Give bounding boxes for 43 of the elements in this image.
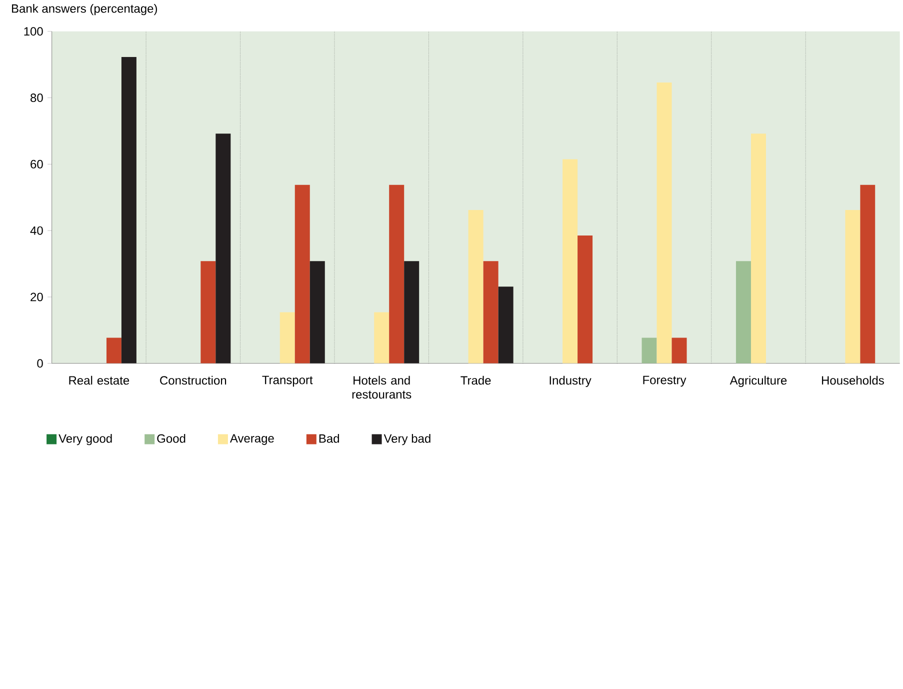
bar — [200, 261, 216, 364]
x-tick-label: Hotels and restourants — [352, 376, 412, 399]
legend-label: Very bad — [384, 434, 430, 446]
bar — [121, 57, 136, 364]
x-tick-label: Transport — [262, 376, 313, 387]
bar — [562, 159, 578, 364]
x-tick-label: Agriculture — [730, 376, 787, 388]
bar — [374, 312, 390, 364]
bar — [294, 184, 310, 364]
bar — [468, 210, 484, 364]
legend-label: Average — [230, 434, 274, 446]
y-tick-label: 60 — [30, 160, 43, 169]
bar — [404, 261, 420, 364]
x-tick-label: Forestry — [643, 376, 686, 387]
x-tick-label: Construction — [160, 376, 226, 385]
bar — [672, 338, 687, 364]
y-tick-label: 100 — [24, 27, 43, 36]
y-tick-label: 80 — [30, 94, 43, 102]
bar — [483, 261, 498, 364]
bar — [389, 184, 404, 364]
bar — [106, 338, 122, 364]
bar — [845, 210, 860, 364]
x-tick-label: Industry — [550, 376, 592, 388]
y-axis-title: Bank answers (percentage) — [12, 4, 157, 16]
legend-label: Very good — [58, 434, 112, 446]
y-tick-label: 0 — [37, 359, 43, 368]
bar — [656, 82, 672, 364]
x-tick-label: Trade — [460, 376, 491, 385]
bar — [736, 261, 751, 364]
legend-label: Bad — [319, 434, 339, 443]
bar — [578, 236, 593, 364]
bar — [642, 338, 657, 364]
legend-label: Good — [157, 434, 186, 443]
y-tick-label: 20 — [30, 292, 43, 302]
y-tick-label: 40 — [30, 226, 43, 235]
bar — [280, 312, 295, 364]
bar — [750, 134, 766, 364]
x-tick-label: Real estate — [69, 376, 130, 385]
bar — [498, 286, 514, 364]
x-tick-label: Households — [822, 376, 884, 385]
bar — [310, 261, 325, 364]
bar — [216, 134, 231, 364]
bar — [860, 184, 876, 364]
